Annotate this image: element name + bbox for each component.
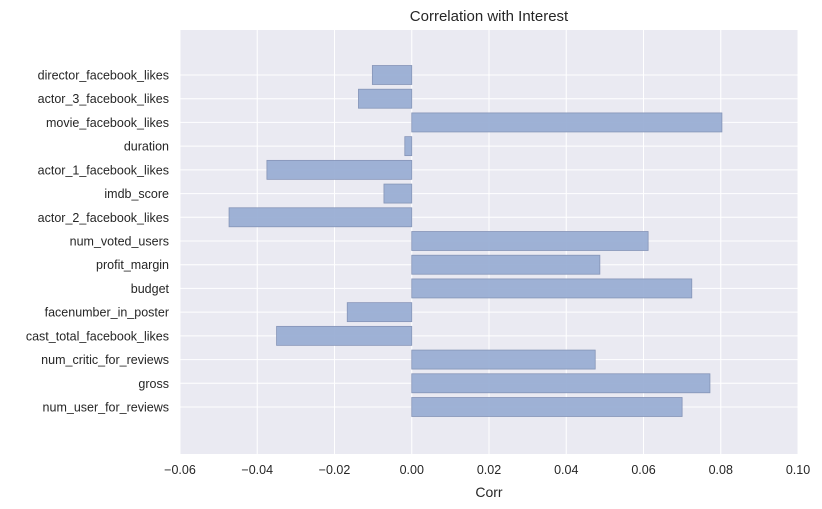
bar-num-voted-users bbox=[411, 231, 649, 251]
category-label: facenumber_in_poster bbox=[45, 306, 169, 320]
category-label: imdb_score bbox=[104, 187, 169, 201]
category-label: actor_3_facebook_likes bbox=[38, 92, 169, 106]
x-tick-label: −0.02 bbox=[319, 463, 351, 477]
x-tick-label: −0.04 bbox=[241, 463, 273, 477]
bar-movie-facebook-likes bbox=[411, 112, 723, 133]
category-label: num_user_for_reviews bbox=[43, 401, 169, 415]
category-label: budget bbox=[131, 282, 170, 296]
category-labels: director_facebook_likes actor_3_facebook_… bbox=[26, 69, 170, 415]
bar-actor-3-facebook-likes bbox=[358, 88, 413, 109]
bar-director-facebook-likes bbox=[371, 65, 413, 85]
bar-num-critic-for-reviews bbox=[411, 349, 596, 370]
bar-facenumber-in-poster bbox=[346, 302, 413, 323]
x-tick-labels: −0.06 −0.04 −0.02 0.00 0.02 0.04 0.06 0.08 0.10 bbox=[164, 463, 810, 477]
x-tick-label: 0.10 bbox=[786, 463, 810, 477]
category-label: movie_facebook_likes bbox=[46, 116, 169, 130]
x-axis-label: Corr bbox=[475, 484, 503, 500]
chart-title: Correlation with Interest bbox=[410, 8, 569, 25]
category-label: actor_2_facebook_likes bbox=[38, 211, 169, 225]
category-label: duration bbox=[124, 140, 169, 154]
x-tick-label: 0.06 bbox=[631, 463, 655, 477]
bar-budget bbox=[411, 278, 693, 299]
category-label: director_facebook_likes bbox=[38, 69, 169, 83]
bar-duration bbox=[404, 136, 413, 157]
bar-actor-2-facebook-likes bbox=[228, 207, 413, 228]
x-tick-label: 0.02 bbox=[477, 463, 501, 477]
category-label: num_voted_users bbox=[70, 235, 169, 249]
category-label: cast_total_facebook_likes bbox=[26, 329, 169, 343]
category-label: gross bbox=[138, 377, 169, 391]
category-label: num_critic_for_reviews bbox=[41, 353, 169, 367]
x-tick-label: 0.00 bbox=[400, 463, 424, 477]
x-tick-label: −0.06 bbox=[164, 463, 196, 477]
bar-imdb-score bbox=[383, 183, 413, 204]
category-label: profit_margin bbox=[96, 258, 169, 272]
bar-actor-1-facebook-likes bbox=[266, 159, 413, 180]
x-tick-label: 0.04 bbox=[554, 463, 578, 477]
x-tick-label: 0.08 bbox=[709, 463, 733, 477]
bar-num-user-for-reviews bbox=[411, 397, 683, 417]
bar-profit-margin bbox=[411, 254, 601, 275]
category-label: actor_1_facebook_likes bbox=[38, 163, 169, 177]
bar-gross bbox=[411, 373, 711, 394]
bars bbox=[228, 65, 723, 417]
bar-cast-total-facebook-likes bbox=[276, 325, 413, 346]
